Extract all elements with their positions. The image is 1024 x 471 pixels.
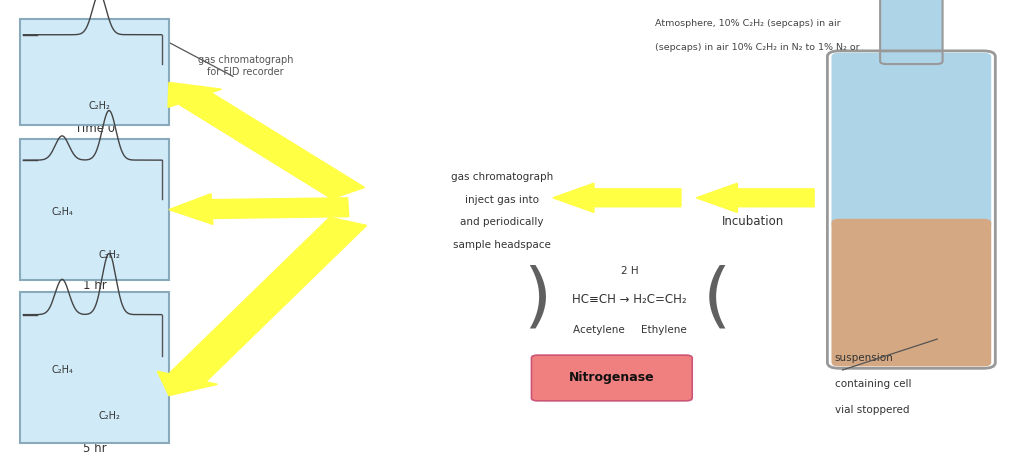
FancyArrow shape (158, 217, 367, 396)
Text: 1 hr: 1 hr (83, 279, 106, 292)
Text: Nitrogenase: Nitrogenase (569, 372, 654, 384)
Text: Time 0: Time 0 (75, 122, 115, 135)
Text: vial stoppered: vial stoppered (835, 405, 909, 415)
Text: inject gas into: inject gas into (465, 195, 539, 205)
Text: containing cell: containing cell (835, 379, 911, 389)
Text: 2 H: 2 H (621, 266, 639, 276)
Text: sample headspace: sample headspace (453, 240, 551, 250)
FancyArrow shape (696, 183, 814, 212)
Text: C₂H₂: C₂H₂ (98, 411, 120, 421)
Text: gas chromatograph: gas chromatograph (451, 172, 553, 182)
FancyBboxPatch shape (531, 355, 692, 401)
FancyArrow shape (168, 82, 365, 199)
Text: Incubation: Incubation (722, 215, 783, 228)
Text: C₂H₂: C₂H₂ (98, 250, 120, 260)
Text: gas chromatograph
for FID recorder: gas chromatograph for FID recorder (198, 55, 294, 77)
FancyBboxPatch shape (831, 53, 991, 229)
Text: C₂H₄: C₂H₄ (51, 365, 73, 375)
FancyBboxPatch shape (20, 139, 169, 280)
Text: HC≡CH → H₂C=CH₂: HC≡CH → H₂C=CH₂ (572, 292, 687, 306)
FancyBboxPatch shape (20, 292, 169, 443)
FancyBboxPatch shape (880, 0, 942, 64)
FancyArrow shape (169, 194, 349, 224)
Text: Acetylene     Ethylene: Acetylene Ethylene (572, 325, 687, 335)
FancyBboxPatch shape (831, 219, 991, 366)
Text: and periodically: and periodically (460, 217, 544, 227)
Text: ): ) (523, 265, 552, 333)
Text: (: ( (702, 265, 731, 333)
Text: C₂H₄: C₂H₄ (51, 207, 73, 218)
Text: Atmosphere, 10% C₂H₂ (sepcaps) in air: Atmosphere, 10% C₂H₂ (sepcaps) in air (655, 19, 841, 28)
Text: (sepcaps) in air 10% C₂H₂ in N₂ to 1% N₂ or: (sepcaps) in air 10% C₂H₂ in N₂ to 1% N₂… (655, 42, 860, 52)
Text: 5 hr: 5 hr (83, 441, 106, 455)
Text: suspension: suspension (835, 353, 893, 363)
FancyBboxPatch shape (20, 19, 169, 125)
FancyArrow shape (553, 183, 681, 212)
Text: C₂H₂: C₂H₂ (88, 101, 111, 111)
